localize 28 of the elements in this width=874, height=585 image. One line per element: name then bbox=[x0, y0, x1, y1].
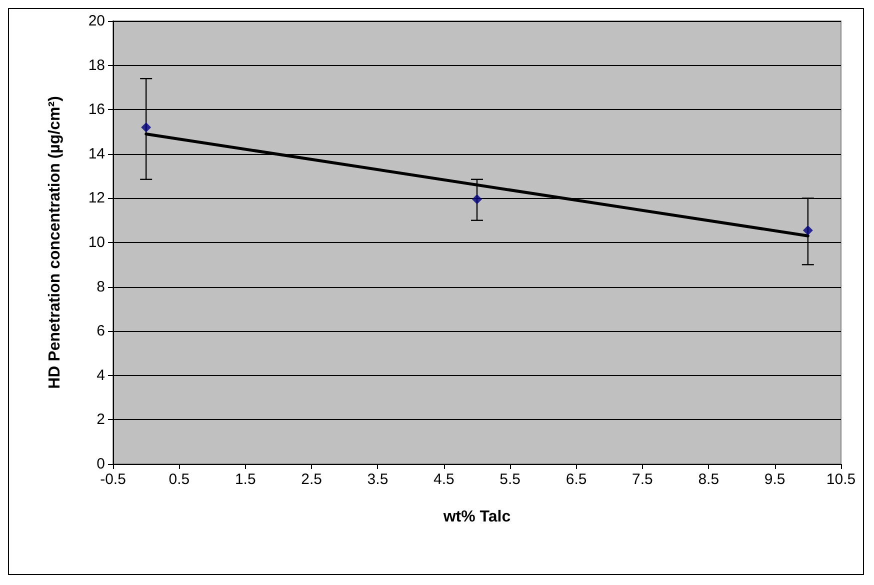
y-axis-title: HD Penetration concentration (µg/cm²) bbox=[46, 96, 64, 389]
x-tick-label: 4.5 bbox=[433, 471, 454, 488]
y-tick-label: 6 bbox=[96, 322, 105, 340]
x-tick-label: 10.5 bbox=[826, 471, 856, 488]
x-tick-label: 0.5 bbox=[168, 471, 190, 488]
y-tick-label: 8 bbox=[96, 278, 105, 296]
x-tick-label: 6.5 bbox=[566, 471, 587, 488]
x-tick-label: 5.5 bbox=[500, 471, 521, 488]
y-tick-label: 18 bbox=[88, 56, 105, 74]
x-tick-label: -0.5 bbox=[100, 471, 126, 488]
y-tick-label: 2 bbox=[96, 411, 105, 428]
x-tick-label: 1.5 bbox=[234, 471, 256, 488]
point bbox=[472, 194, 482, 204]
x-tick-label: 3.5 bbox=[367, 471, 388, 488]
x-tick-label: 2.5 bbox=[301, 471, 322, 488]
y-tick-label: 0 bbox=[96, 456, 105, 472]
y-tick-label: 4 bbox=[96, 366, 105, 384]
y-tick-label: 14 bbox=[88, 145, 105, 162]
x-tick-label: 7.5 bbox=[632, 471, 653, 488]
x-tick-label: 9.5 bbox=[764, 471, 786, 488]
y-tick-label: 20 bbox=[88, 12, 105, 30]
x-tick-label: 8.5 bbox=[698, 471, 720, 488]
point bbox=[141, 122, 152, 132]
y-tick-label: 10 bbox=[88, 234, 105, 251]
x-axis-title: wt% Talc bbox=[442, 508, 511, 526]
y-tick-label: 12 bbox=[88, 190, 105, 207]
y-tick-label: 16 bbox=[88, 101, 105, 118]
point bbox=[802, 225, 813, 236]
